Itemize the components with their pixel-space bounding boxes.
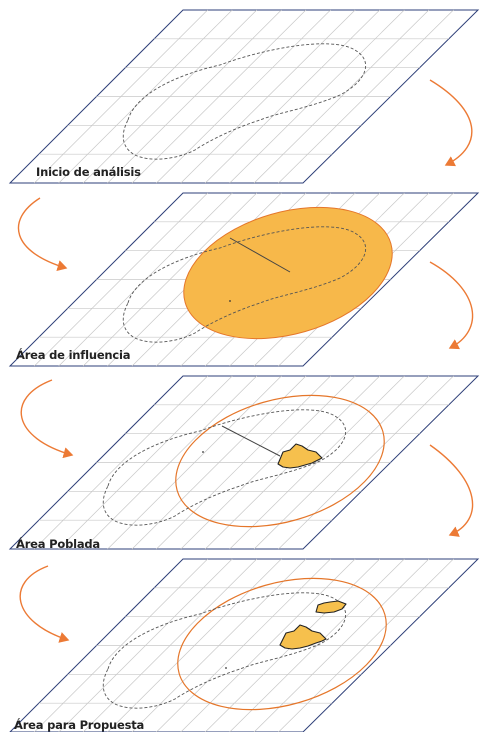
layer-inicio-de-analisis: Inicio de análisis	[8, 9, 480, 184]
radius-line	[229, 237, 291, 273]
curved-arrow-icon	[429, 79, 473, 167]
curved-arrow-icon	[20, 379, 74, 459]
layer-label: Área Poblada	[16, 536, 100, 551]
curved-arrow-icon	[429, 261, 474, 350]
layer-area-de-influencia: Área de influencia	[8, 192, 480, 367]
proposal-area-small	[315, 600, 347, 614]
radius-line	[221, 425, 281, 457]
study-boundary	[122, 226, 367, 343]
layer-label: Inicio de análisis	[36, 165, 141, 179]
layer-area-para-propuesta: Área para Propuesta	[9, 558, 480, 732]
curved-arrow-icon	[17, 197, 68, 271]
populated-area	[277, 443, 323, 469]
grid-lines	[34, 558, 454, 732]
center-point	[229, 300, 231, 302]
grid-lines	[34, 375, 454, 550]
layer-label: Área de influencia	[16, 347, 130, 362]
center-point	[225, 667, 227, 669]
influence-boundary	[177, 577, 387, 711]
study-boundary	[122, 43, 367, 160]
layer-area-poblada: Área Poblada	[8, 375, 480, 551]
study-boundary	[102, 592, 347, 709]
flow-arrows	[17, 79, 474, 643]
influence-area	[183, 206, 393, 340]
curved-arrow-icon	[19, 565, 70, 643]
study-boundary	[102, 409, 347, 526]
influence-boundary	[175, 394, 385, 528]
center-point	[202, 451, 204, 453]
curved-arrow-icon	[429, 444, 474, 537]
layer-label: Área para Propuesta	[14, 717, 144, 732]
proposal-area-large	[279, 624, 327, 650]
